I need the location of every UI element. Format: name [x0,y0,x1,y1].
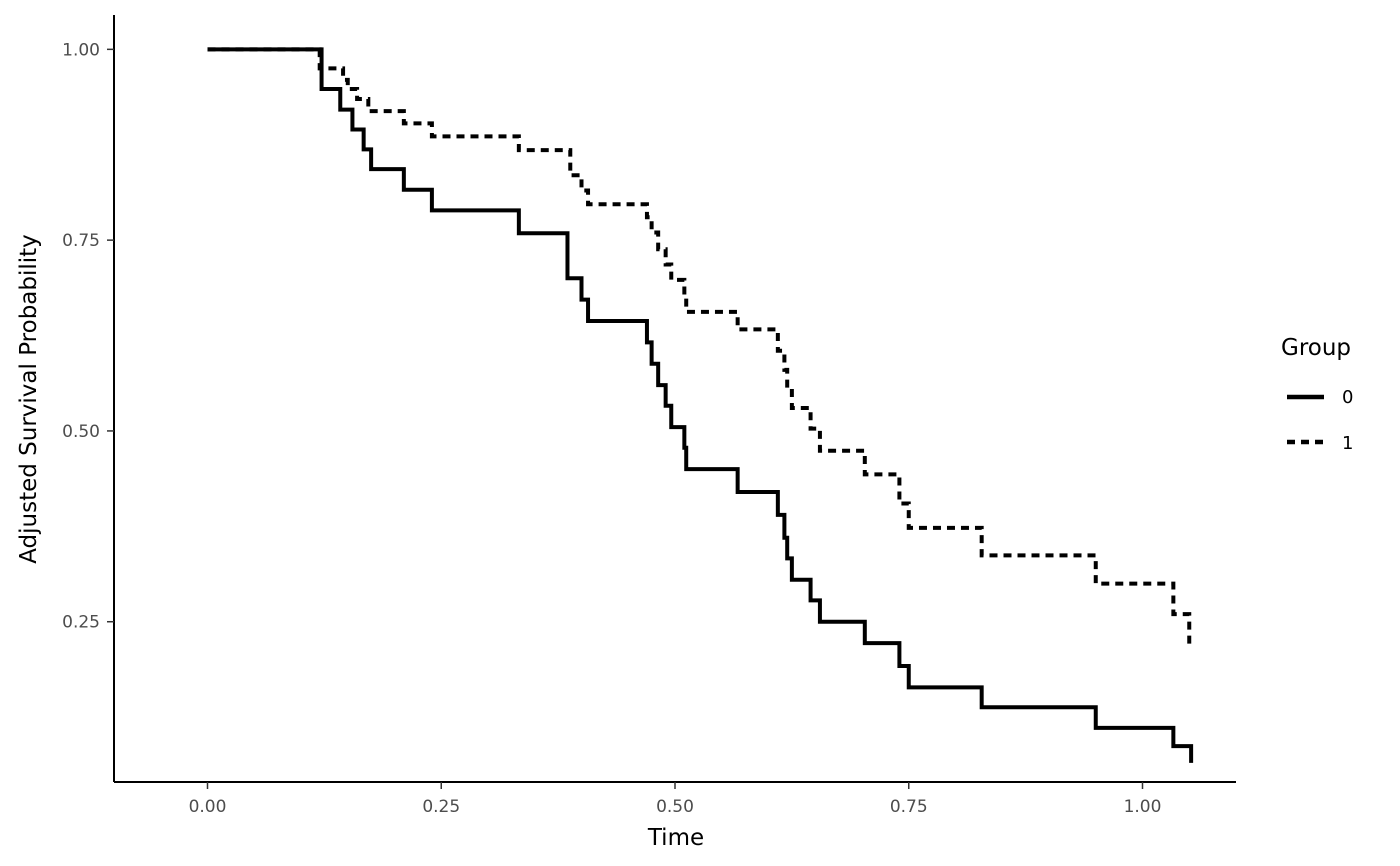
x-tick-label: 1.00 [1124,797,1162,817]
x-ticks: 0.00 0.25 0.50 0.75 1.00 [189,782,1162,817]
x-tick-label: 0.00 [189,797,227,817]
axes-layer [113,15,1236,783]
legend-label-0: 0 [1342,387,1353,408]
y-axis-title: Adjusted Survival Probability [16,234,42,564]
x-tick-label: 0.50 [656,797,694,817]
series-line-1 [207,47,1192,645]
legend-title: Group [1281,335,1351,361]
y-tick-label: 0.75 [62,231,100,251]
x-axis-title: Time [647,825,704,851]
y-ticks: 0.25 0.50 0.75 1.00 [62,40,114,633]
legend: Group 0 1 [1281,335,1353,454]
x-tick-label: 0.25 [422,797,460,817]
series-layer [207,47,1194,763]
y-tick-label: 0.25 [62,613,100,633]
legend-label-1: 1 [1342,433,1353,454]
x-tick-label: 0.75 [890,797,928,817]
y-tick-label: 0.50 [62,422,100,442]
y-tick-label: 1.00 [62,40,100,60]
series-line-0 [207,47,1194,763]
